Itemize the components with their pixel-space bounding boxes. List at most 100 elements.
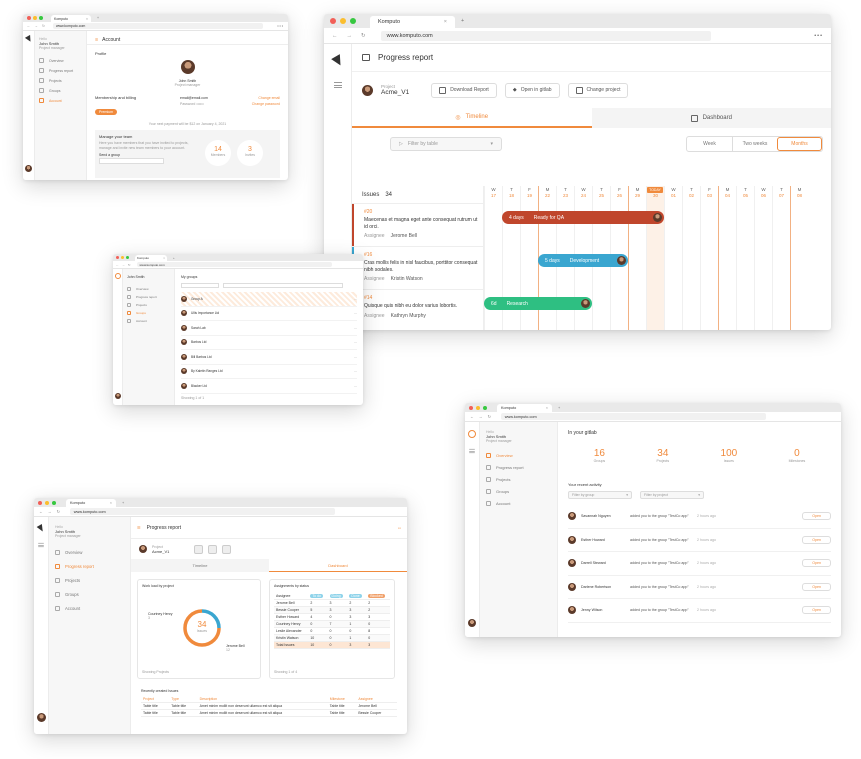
filter-group-select[interactable]: Filter by group ▾: [568, 491, 632, 499]
group-row[interactable]: Ullis Importance Ltd ⋯: [181, 307, 357, 321]
issue-row[interactable]: #16 Cras mollis felis in nisl faucibus, p…: [352, 247, 483, 290]
group-row[interactable]: Bill Barbos Ltd ⋯: [181, 350, 357, 365]
group-row[interactable]: Sarah Lab ⋯: [181, 321, 357, 336]
maximize-dot[interactable]: [483, 405, 487, 410]
back-icon[interactable]: ←: [332, 32, 338, 39]
group-filter-select[interactable]: [181, 283, 219, 288]
alert-icon[interactable]: ▭: [397, 525, 401, 530]
more-icon[interactable]: ⋯: [353, 340, 357, 345]
sidebar-item[interactable]: Groups: [127, 311, 170, 315]
sidebar-item-projects[interactable]: Projects: [39, 78, 82, 83]
new-tab-icon[interactable]: +: [122, 500, 125, 505]
sidebar-item-groups[interactable]: Groups: [39, 88, 82, 93]
filter-project-select[interactable]: Filter by project ▾: [640, 491, 704, 499]
gantt-bar[interactable]: 6d Research: [484, 297, 592, 310]
open-button[interactable]: Open: [802, 559, 831, 568]
close-dot[interactable]: [469, 405, 473, 410]
sidebar-item-groups[interactable]: Groups: [486, 489, 551, 494]
sidebar-item-overview[interactable]: Overview: [39, 58, 82, 63]
issue-row[interactable]: #20 Maecenas et magna eget ante consequat…: [352, 204, 483, 247]
browser-tab[interactable]: Komputo ×: [66, 499, 116, 507]
download-report-button[interactable]: Download Report: [431, 82, 497, 98]
minimize-dot[interactable]: [45, 500, 49, 505]
group-row[interactable]: Group A ⋯: [181, 292, 357, 307]
minimize-dot[interactable]: [340, 18, 346, 24]
sidebar-item[interactable]: Projects: [127, 303, 170, 307]
maximize-dot[interactable]: [350, 18, 356, 24]
change-password-link[interactable]: Change password: [251, 102, 280, 106]
profile-avatar[interactable]: [180, 60, 195, 74]
sidebar-item[interactable]: Overview: [127, 287, 170, 291]
hamburger-icon[interactable]: [38, 542, 44, 548]
swap-icon[interactable]: [222, 544, 232, 554]
browser-tab[interactable]: Komputo ×: [51, 15, 91, 22]
browser-tab[interactable]: Komputo ×: [497, 404, 552, 412]
browser-tab[interactable]: Komputo ×: [370, 16, 455, 28]
user-avatar[interactable]: [468, 619, 476, 627]
table-row[interactable]: Table title Table title Amet minim mollit …: [141, 709, 397, 717]
open-gitlab-button[interactable]: ◆ Open in gitlab: [504, 82, 560, 98]
group-search-input[interactable]: [223, 283, 343, 288]
gitlab-icon[interactable]: [208, 544, 218, 554]
reload-icon[interactable]: ↻: [42, 24, 45, 28]
url-field[interactable]: www.komputo.com: [500, 413, 766, 420]
issue-row[interactable]: #14 Quisque quis nibh eu dolor varius lob…: [352, 290, 483, 330]
download-icon[interactable]: [194, 544, 204, 554]
close-dot[interactable]: [116, 256, 119, 259]
forward-icon[interactable]: →: [34, 24, 39, 28]
new-tab-icon[interactable]: +: [97, 16, 100, 20]
scale-months-button[interactable]: Months: [777, 137, 822, 151]
menu-icon[interactable]: ☰: [137, 525, 141, 530]
minimize-dot[interactable]: [121, 256, 124, 259]
sidebar-item-account[interactable]: Account: [55, 606, 124, 611]
maximize-dot[interactable]: [39, 16, 43, 20]
url-field[interactable]: www.komputo.com: [52, 23, 263, 29]
forward-icon[interactable]: →: [478, 414, 483, 419]
scale-week-button[interactable]: Week: [703, 141, 716, 147]
more-icon[interactable]: ⋯: [353, 296, 357, 301]
browser-menu-icon[interactable]: •••: [277, 24, 284, 28]
table-row[interactable]: Table title Table title Amet minim mollit …: [141, 702, 397, 710]
filter-table-select[interactable]: ▷ Filter by table ▾: [390, 137, 502, 151]
tab-timeline[interactable]: ◎ Timeline: [352, 108, 592, 128]
forward-icon[interactable]: →: [346, 32, 353, 39]
gantt-bar[interactable]: 4 days Ready for QA: [502, 211, 664, 224]
close-dot[interactable]: [38, 500, 42, 505]
scale-two-weeks-button[interactable]: Two weeks: [732, 137, 777, 151]
new-tab-icon[interactable]: +: [173, 255, 175, 260]
maximize-dot[interactable]: [126, 256, 129, 259]
reload-icon[interactable]: ↻: [56, 510, 60, 514]
change-project-button[interactable]: Change project: [567, 82, 629, 98]
user-avatar[interactable]: [25, 165, 32, 172]
browser-menu-icon[interactable]: •••: [814, 32, 823, 39]
open-button[interactable]: Open: [802, 582, 831, 591]
sidebar-item-projects[interactable]: Projects: [55, 578, 124, 583]
sidebar-item[interactable]: Account: [127, 319, 170, 323]
sidebar-item[interactable]: Progress report: [127, 295, 170, 299]
close-tab-icon[interactable]: ×: [545, 406, 548, 410]
sidebar-item-account[interactable]: Account: [39, 98, 82, 103]
back-icon[interactable]: ←: [39, 509, 43, 514]
user-avatar[interactable]: [114, 393, 121, 399]
more-icon[interactable]: ⋯: [353, 383, 357, 388]
user-avatar[interactable]: [36, 713, 46, 722]
hamburger-icon[interactable]: [469, 448, 475, 454]
back-icon[interactable]: ←: [27, 24, 31, 28]
tab-timeline[interactable]: Timeline: [131, 559, 269, 572]
invite-select[interactable]: [99, 158, 164, 164]
sidebar-item-progress-report[interactable]: Progress report: [486, 465, 551, 470]
sidebar-item-overview[interactable]: Overview: [486, 453, 551, 458]
open-button[interactable]: Open: [802, 535, 831, 544]
close-tab-icon[interactable]: ×: [109, 501, 112, 505]
sidebar-item-groups[interactable]: Groups: [55, 592, 124, 597]
forward-icon[interactable]: →: [47, 509, 52, 514]
back-icon[interactable]: ←: [116, 262, 119, 267]
browser-tab[interactable]: Komputo ×: [135, 255, 167, 261]
close-dot[interactable]: [330, 18, 336, 24]
new-tab-icon[interactable]: +: [461, 18, 465, 24]
plan-badge[interactable]: Premium: [95, 109, 118, 115]
group-row[interactable]: By Kaletin Ranges Ltd ⋯: [181, 365, 357, 379]
url-field[interactable]: www.komputo.com: [69, 508, 335, 515]
group-row[interactable]: Blacker Ltd ⋯: [181, 379, 357, 394]
open-button[interactable]: Open: [802, 512, 831, 521]
